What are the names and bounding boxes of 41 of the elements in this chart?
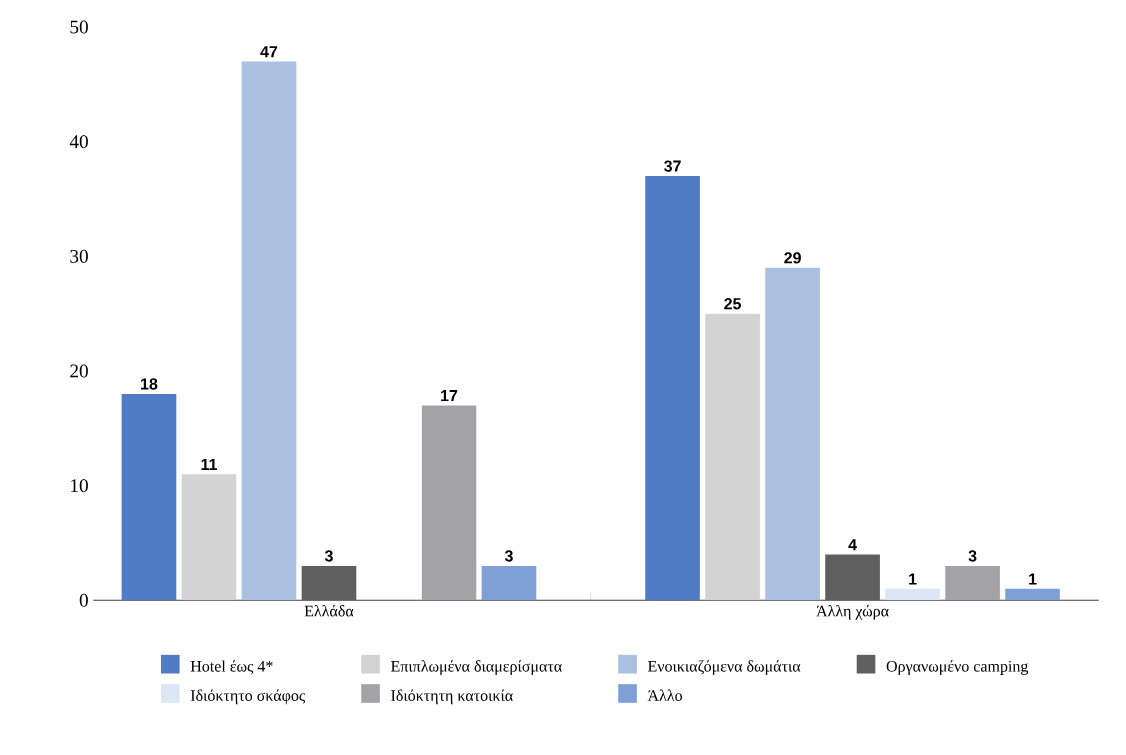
data-label: 25 (724, 298, 742, 310)
data-label: 3 (504, 550, 513, 562)
x-tick-label: Άλλη χώρα (816, 605, 889, 620)
data-label: 47 (260, 46, 278, 58)
bar (481, 565, 537, 601)
y-tick-label: 50 (70, 20, 88, 34)
bar (1005, 588, 1060, 601)
data-label: 18 (141, 378, 158, 390)
data-label: 3 (324, 550, 333, 562)
x-tick-label: Ελλάδα (304, 605, 354, 617)
legend-label: Ιδιόκτητη κατοικία (391, 689, 513, 705)
legend-label: Ενοικιαζόμενα δωμάτια (647, 660, 801, 675)
data-label: 11 (201, 458, 217, 470)
bar (241, 61, 297, 601)
data-label: 1 (1029, 573, 1037, 585)
y-tick-label: 10 (71, 479, 88, 493)
data-label: 3 (968, 550, 977, 562)
bar (645, 176, 700, 601)
y-tick-label: 0 (79, 593, 88, 607)
y-tick-label: 40 (69, 135, 88, 149)
data-label: 29 (784, 252, 801, 264)
legend-label: Ιδιόκτητο σκάφος (190, 689, 306, 705)
legend-label: Επιπλωμένα διαμερίσματα (391, 660, 562, 675)
bar (705, 313, 760, 601)
data-label: 4 (848, 539, 857, 551)
data-label: 17 (441, 390, 458, 402)
legend-label: Hotel έως 4* (190, 660, 273, 675)
bar (121, 393, 177, 601)
bar (885, 588, 940, 601)
bar (301, 565, 357, 601)
bar (421, 405, 477, 601)
y-tick-label: 30 (70, 249, 88, 263)
data-label: 37 (664, 160, 681, 172)
legend-label: Άλλο (647, 689, 682, 701)
bar (825, 554, 880, 601)
bar (765, 267, 820, 601)
legend-label: Οργανωμένο camping (886, 660, 1029, 675)
data-label: 1 (909, 573, 917, 585)
bar (945, 565, 1000, 601)
bar (181, 474, 237, 601)
y-tick-label: 20 (70, 364, 88, 378)
